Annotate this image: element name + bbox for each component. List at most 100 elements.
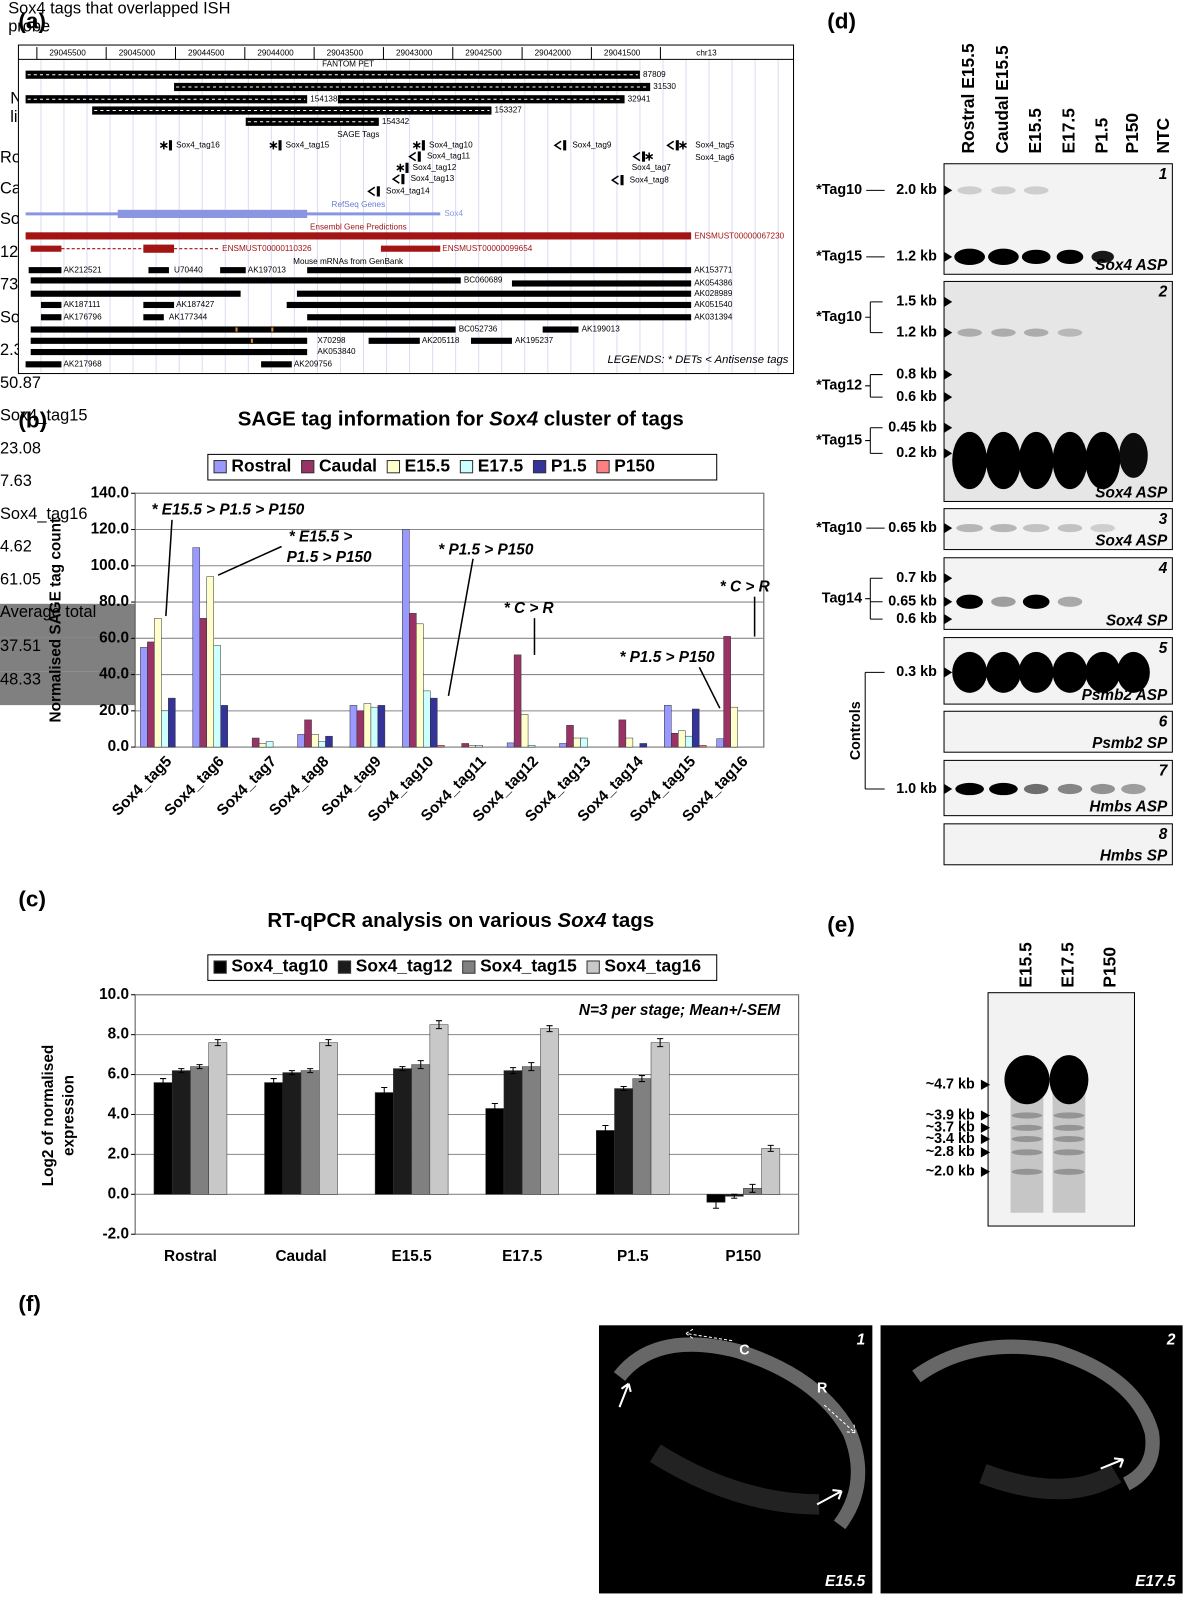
- tag-block: [675, 140, 679, 151]
- bar: [632, 1078, 652, 1195]
- image-annotation: R: [817, 1381, 828, 1397]
- bar: [461, 743, 469, 748]
- blot-smear: [1052, 1084, 1086, 1213]
- bar: [213, 645, 221, 748]
- blot-band: [1011, 1149, 1043, 1156]
- blot-band: [1011, 1168, 1043, 1175]
- tag-block: [405, 162, 409, 173]
- bar: [468, 745, 476, 748]
- blot-number: 5: [1159, 640, 1168, 657]
- lane-label: Caudal E15.5: [992, 45, 1012, 154]
- bar: [318, 741, 326, 748]
- lane-label: NTC: [1153, 117, 1173, 153]
- pet-id: 154138: [310, 94, 338, 103]
- size-arrow: [944, 422, 953, 433]
- x-tick-label: E17.5: [502, 1248, 543, 1265]
- blot-band: [1056, 249, 1084, 265]
- annotation-leader: [165, 519, 173, 617]
- image-stage: E15.5: [825, 1573, 866, 1590]
- size-arrow: [980, 1122, 991, 1133]
- tag-block: [563, 140, 567, 151]
- blot-probe: Hmbs ASP: [1089, 799, 1168, 816]
- blot-probe: Psmb2 SP: [1092, 735, 1168, 752]
- image-stage: E17.5: [1135, 1573, 1176, 1590]
- blot-band: [957, 186, 982, 195]
- track-label: Ensembl Gene Predictions: [310, 222, 407, 231]
- bar: [650, 1042, 670, 1195]
- mrna-id: AK195237: [515, 336, 554, 345]
- blot-number: 8: [1159, 826, 1168, 843]
- blot-band: [1057, 783, 1083, 795]
- bar: [625, 737, 634, 748]
- bar: [573, 737, 581, 748]
- bar: [520, 714, 529, 748]
- mrna-id: AK205118: [422, 336, 460, 345]
- mrna-bar: [286, 301, 692, 309]
- blot-band: [1090, 523, 1116, 533]
- legend-label: P1.5: [551, 455, 587, 475]
- error-bar: [307, 1068, 314, 1074]
- blot-band: [988, 248, 1019, 266]
- bar: [325, 735, 333, 748]
- mrna-id: AK053840: [317, 347, 356, 356]
- sage-tag: Sox4_tag15: [286, 140, 330, 149]
- mrna-id: BC060689: [464, 276, 503, 285]
- plot-area: [134, 492, 765, 748]
- blot-band: [1049, 1055, 1089, 1105]
- det-marker: [678, 141, 687, 150]
- mrna-bar: [143, 314, 164, 321]
- blot-band: [1121, 783, 1146, 795]
- x-tick-label: E15.5: [392, 1248, 433, 1265]
- mrna-id: AK199013: [582, 325, 621, 334]
- blot-probe: Sox4 ASP: [1095, 257, 1168, 274]
- blot-band: [1004, 1055, 1050, 1105]
- size-marker: 0.65 kb: [888, 594, 937, 610]
- det-marker: [269, 141, 278, 150]
- legend-label: Sox4_tag10: [231, 956, 328, 976]
- title-part: Sox4: [489, 408, 539, 431]
- bar: [171, 1070, 191, 1195]
- bar: [437, 745, 445, 748]
- blot-band: [1057, 596, 1083, 607]
- y-tick-label: 20.0: [99, 702, 129, 719]
- size-arrow: [944, 185, 953, 196]
- ruler-label: 29044000: [257, 48, 294, 57]
- legend-label: Caudal: [319, 455, 377, 475]
- error-bar: [657, 1038, 664, 1048]
- controls-bracket: [864, 671, 885, 790]
- bar: [614, 1088, 634, 1195]
- blot-band: [955, 782, 984, 796]
- panel-label: (d): [827, 8, 856, 33]
- legend-label: Rostral: [231, 455, 291, 475]
- ruler-label: 29043500: [327, 48, 364, 57]
- size-marker: ~3.4 kb: [926, 1131, 975, 1147]
- bar: [370, 706, 379, 748]
- size-arrow: [944, 448, 953, 459]
- ensembl-exon: [143, 244, 175, 253]
- table-cell: Sox4_tag16: [0, 505, 88, 523]
- mrna-bar: [30, 326, 308, 333]
- panel-label: (c): [18, 887, 46, 912]
- bar: [300, 1070, 320, 1195]
- blot-band: [991, 328, 1016, 337]
- mrna-id: AK209756: [294, 359, 333, 368]
- antisense-marker: [391, 174, 400, 184]
- bar: [220, 705, 228, 748]
- y-tick-label: 80.0: [99, 593, 129, 610]
- blot: [943, 823, 1173, 866]
- bar: [199, 618, 208, 748]
- tag-block: [401, 173, 405, 185]
- blot: [943, 508, 1173, 551]
- bar: [503, 1070, 523, 1195]
- size-arrow: [980, 1147, 991, 1158]
- ensembl-id: ENSMUST00000099654: [442, 244, 532, 253]
- size-arrow: [980, 1166, 991, 1177]
- blot-number: 3: [1159, 511, 1168, 528]
- bar: [147, 641, 155, 748]
- sage-tag: Sox4_tag12: [413, 163, 457, 172]
- error-bar: [196, 1064, 203, 1070]
- error-bar: [214, 1039, 221, 1047]
- legend-swatch: [586, 960, 600, 974]
- bar: [527, 745, 536, 748]
